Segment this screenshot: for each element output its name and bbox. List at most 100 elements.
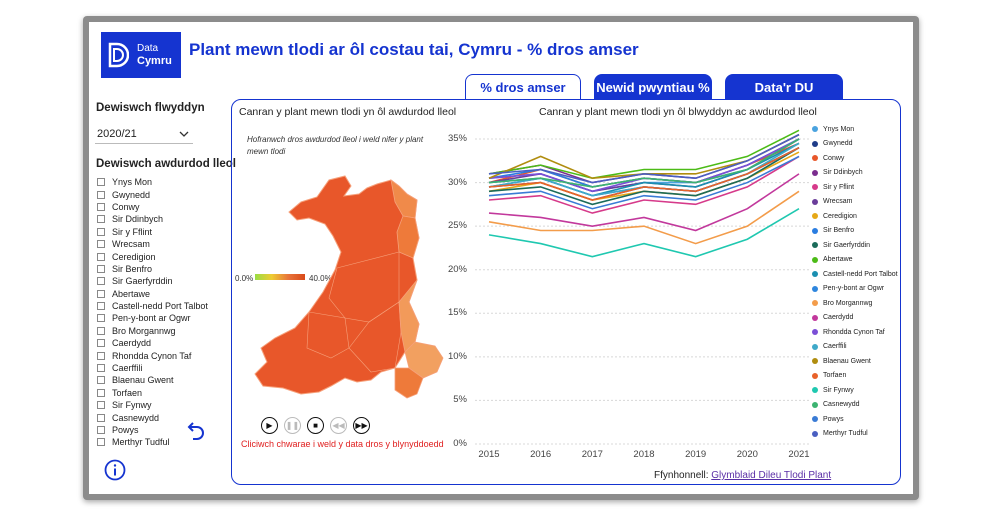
checkbox[interactable] <box>97 364 105 373</box>
checkbox[interactable] <box>97 376 105 385</box>
authority-label: Bro Morgannwg <box>112 325 176 336</box>
checkbox[interactable] <box>97 438 105 447</box>
authority-checkbox-item[interactable]: Caerdydd <box>97 337 208 349</box>
tab-dros-amser[interactable]: % dros amser <box>465 74 581 100</box>
authority-checkbox-item[interactable]: Conwy <box>97 201 208 213</box>
play-button[interactable]: ▶ <box>261 417 278 434</box>
series-line[interactable] <box>488 147 800 206</box>
authority-checkbox-item[interactable]: Pen-y-bont ar Ogwr <box>97 312 208 324</box>
authority-checkbox-item[interactable]: Blaenau Gwent <box>97 374 208 386</box>
authority-checkbox-item[interactable]: Sir Fynwy <box>97 399 208 411</box>
authority-checkbox-item[interactable]: Castell-nedd Port Talbot <box>97 300 208 312</box>
checkbox[interactable] <box>97 401 105 410</box>
legend-item[interactable]: Rhondda Cynon Taf <box>812 325 898 340</box>
legend-item[interactable]: Conwy <box>812 151 898 166</box>
legend-label: Torfaen <box>823 372 847 380</box>
series-line[interactable] <box>488 155 800 214</box>
series-line[interactable] <box>488 147 800 201</box>
series-line[interactable] <box>488 208 800 258</box>
forward-button[interactable]: ▶▶ <box>353 417 370 434</box>
checkbox[interactable] <box>97 227 105 236</box>
checkbox[interactable] <box>97 289 105 298</box>
page-title: Plant mewn tlodi ar ôl costau tai, Cymru… <box>189 40 639 59</box>
checkbox[interactable] <box>97 178 105 187</box>
checkbox[interactable] <box>97 326 105 335</box>
source-link[interactable]: Glymblaid Dileu Tlodi Plant <box>711 470 832 481</box>
checkbox[interactable] <box>97 264 105 273</box>
legend-item[interactable]: Ynys Mon <box>812 122 898 137</box>
legend-item[interactable]: Sir Benfro <box>812 224 898 239</box>
legend-item[interactable]: Wrecsam <box>812 195 898 210</box>
authority-checkbox-item[interactable]: Bro Morgannwg <box>97 325 208 337</box>
legend-item[interactable]: Powys <box>812 412 898 427</box>
legend-label: Ynys Mon <box>823 125 855 133</box>
legend-item[interactable]: Sir Fynwy <box>812 383 898 398</box>
pause-button[interactable]: ❚❚ <box>284 417 301 434</box>
series-line[interactable] <box>488 155 800 210</box>
authority-checkbox-item[interactable]: Abertawe <box>97 288 208 300</box>
legend-item[interactable]: Bro Morgannwg <box>812 296 898 311</box>
authority-label: Conwy <box>112 201 140 212</box>
legend-item[interactable]: Caerffili <box>812 340 898 355</box>
tab-data-du[interactable]: Data'r DU <box>725 74 843 100</box>
checkbox[interactable] <box>97 215 105 224</box>
authority-label: Sir Gaerfyrddin <box>112 276 173 287</box>
checkbox[interactable] <box>97 426 105 434</box>
series-line[interactable] <box>488 129 800 180</box>
checkbox[interactable] <box>97 277 105 286</box>
checkbox[interactable] <box>97 202 105 211</box>
authority-checkbox-item[interactable]: Ceredigion <box>97 250 208 262</box>
authority-checkbox-item[interactable]: Gwynedd <box>97 188 208 200</box>
legend-item[interactable]: Blaenau Gwent <box>812 354 898 369</box>
info-icon[interactable] <box>104 459 126 486</box>
authority-checkbox-item[interactable]: Wrecsam <box>97 238 208 250</box>
checkbox[interactable] <box>97 252 105 261</box>
legend-item[interactable]: Ceredigion <box>812 209 898 224</box>
legend-item[interactable]: Pen-y-bont ar Ogwr <box>812 282 898 297</box>
checkbox[interactable] <box>97 240 105 249</box>
legend-item[interactable]: Sir Gaerfyrddin <box>812 238 898 253</box>
checkbox[interactable] <box>97 190 105 199</box>
data-cymru-logo[interactable]: Data Cymru <box>101 32 181 78</box>
undo-icon[interactable] <box>184 421 206 446</box>
tab-newid-pwyntiau[interactable]: Newid pwyntiau % <box>594 74 712 100</box>
year-dropdown[interactable]: 2020/21 <box>95 124 193 144</box>
series-line[interactable] <box>488 173 800 232</box>
authority-checkbox-item[interactable]: Sir y Fflint <box>97 226 208 238</box>
legend-label: Conwy <box>823 154 845 162</box>
checkbox[interactable] <box>97 302 105 311</box>
series-line[interactable] <box>488 138 800 188</box>
legend-item[interactable]: Castell-nedd Port Talbot <box>812 267 898 282</box>
checkbox[interactable] <box>97 388 105 397</box>
checkbox[interactable] <box>97 339 105 348</box>
legend-item[interactable]: Torfaen <box>812 369 898 384</box>
legend-item[interactable]: Abertawe <box>812 253 898 268</box>
line-chart[interactable] <box>89 22 913 494</box>
authority-checkbox-item[interactable]: Merthyr Tudful <box>97 436 208 448</box>
authority-checkbox-item[interactable]: Casnewydd <box>97 411 208 423</box>
series-line[interactable] <box>488 190 800 245</box>
authority-checkbox-item[interactable]: Sir Gaerfyrddin <box>97 275 208 287</box>
legend-item[interactable]: Gwynedd <box>812 137 898 152</box>
authority-checkbox-item[interactable]: Rhondda Cynon Taf <box>97 349 208 361</box>
y-tick-label: 25% <box>447 220 467 232</box>
checkbox[interactable] <box>97 351 105 360</box>
authority-checkbox-item[interactable]: Ynys Mon <box>97 176 208 188</box>
stop-button[interactable]: ■ <box>307 417 324 434</box>
authority-checkbox-item[interactable]: Caerffili <box>97 362 208 374</box>
checkbox[interactable] <box>97 413 105 422</box>
legend-item[interactable]: Sir Ddinbych <box>812 166 898 181</box>
wales-map[interactable] <box>249 172 449 422</box>
checkbox[interactable] <box>97 314 105 323</box>
legend-item[interactable]: Merthyr Tudful <box>812 427 898 442</box>
authority-checkbox-item[interactable]: Torfaen <box>97 387 208 399</box>
authority-checkbox-item[interactable]: Powys <box>97 424 208 436</box>
series-line[interactable] <box>488 133 800 184</box>
rewind-button[interactable]: ◀◀ <box>330 417 347 434</box>
legend-swatch <box>812 430 818 437</box>
legend-item[interactable]: Casnewydd <box>812 398 898 413</box>
authority-checkbox-item[interactable]: Sir Benfro <box>97 263 208 275</box>
legend-item[interactable]: Caerdydd <box>812 311 898 326</box>
legend-item[interactable]: Sir y Fflint <box>812 180 898 195</box>
authority-checkbox-item[interactable]: Sir Ddinbych <box>97 213 208 225</box>
